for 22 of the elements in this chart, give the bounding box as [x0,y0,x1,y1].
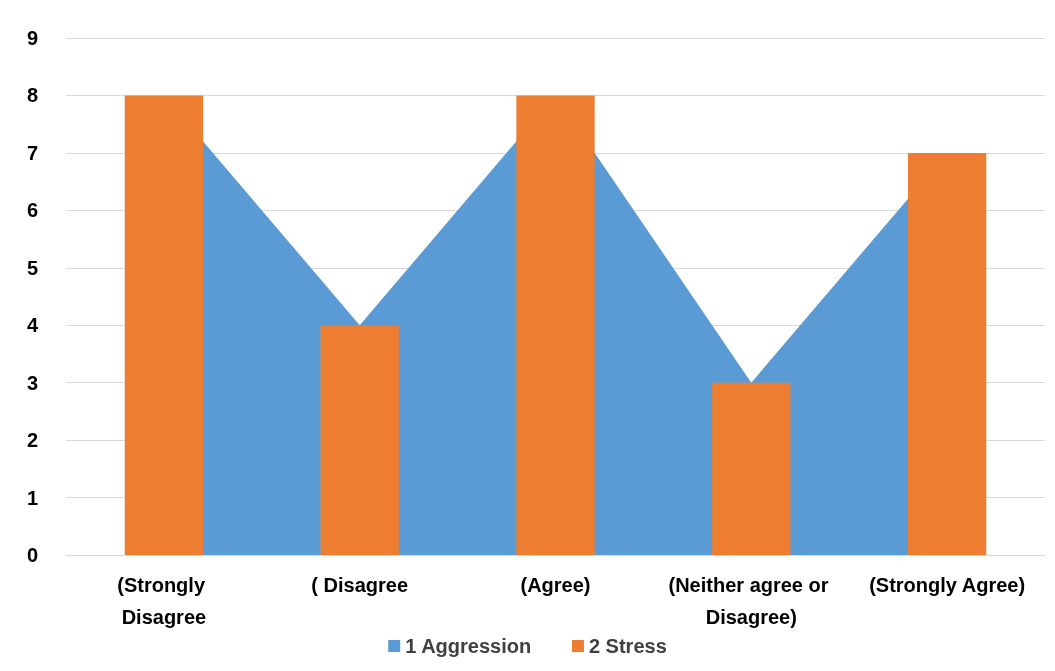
bar [712,382,791,555]
x-tick-label: (Neither agree or Disagree) [668,574,835,628]
y-tick-label: 6 [26,199,38,222]
y-tick-label: 0 [26,544,38,566]
y-tick-label: 5 [26,256,38,279]
bar [907,152,987,555]
bar [516,95,595,555]
bar [124,95,204,555]
legend-label: 2 Stress [588,635,667,657]
x-tick-label: (Strongly Agree) [869,574,1026,596]
y-tick-label: 4 [26,314,39,337]
bar [320,325,399,555]
legend-label: 1 Aggression [405,635,532,657]
x-tick-label: (Agree) [520,574,591,596]
x-tick-label: ( Disagree [311,574,409,596]
y-tick-label: 2 [26,429,38,452]
y-tick-label: 8 [26,84,38,107]
y-tick-label: 9 [26,27,38,49]
x-tick-label: (Strongly Disagree [117,574,211,628]
y-tick-label: 1 [26,486,38,509]
y-tick-label: 7 [26,141,38,164]
y-tick-label: 3 [26,371,38,394]
